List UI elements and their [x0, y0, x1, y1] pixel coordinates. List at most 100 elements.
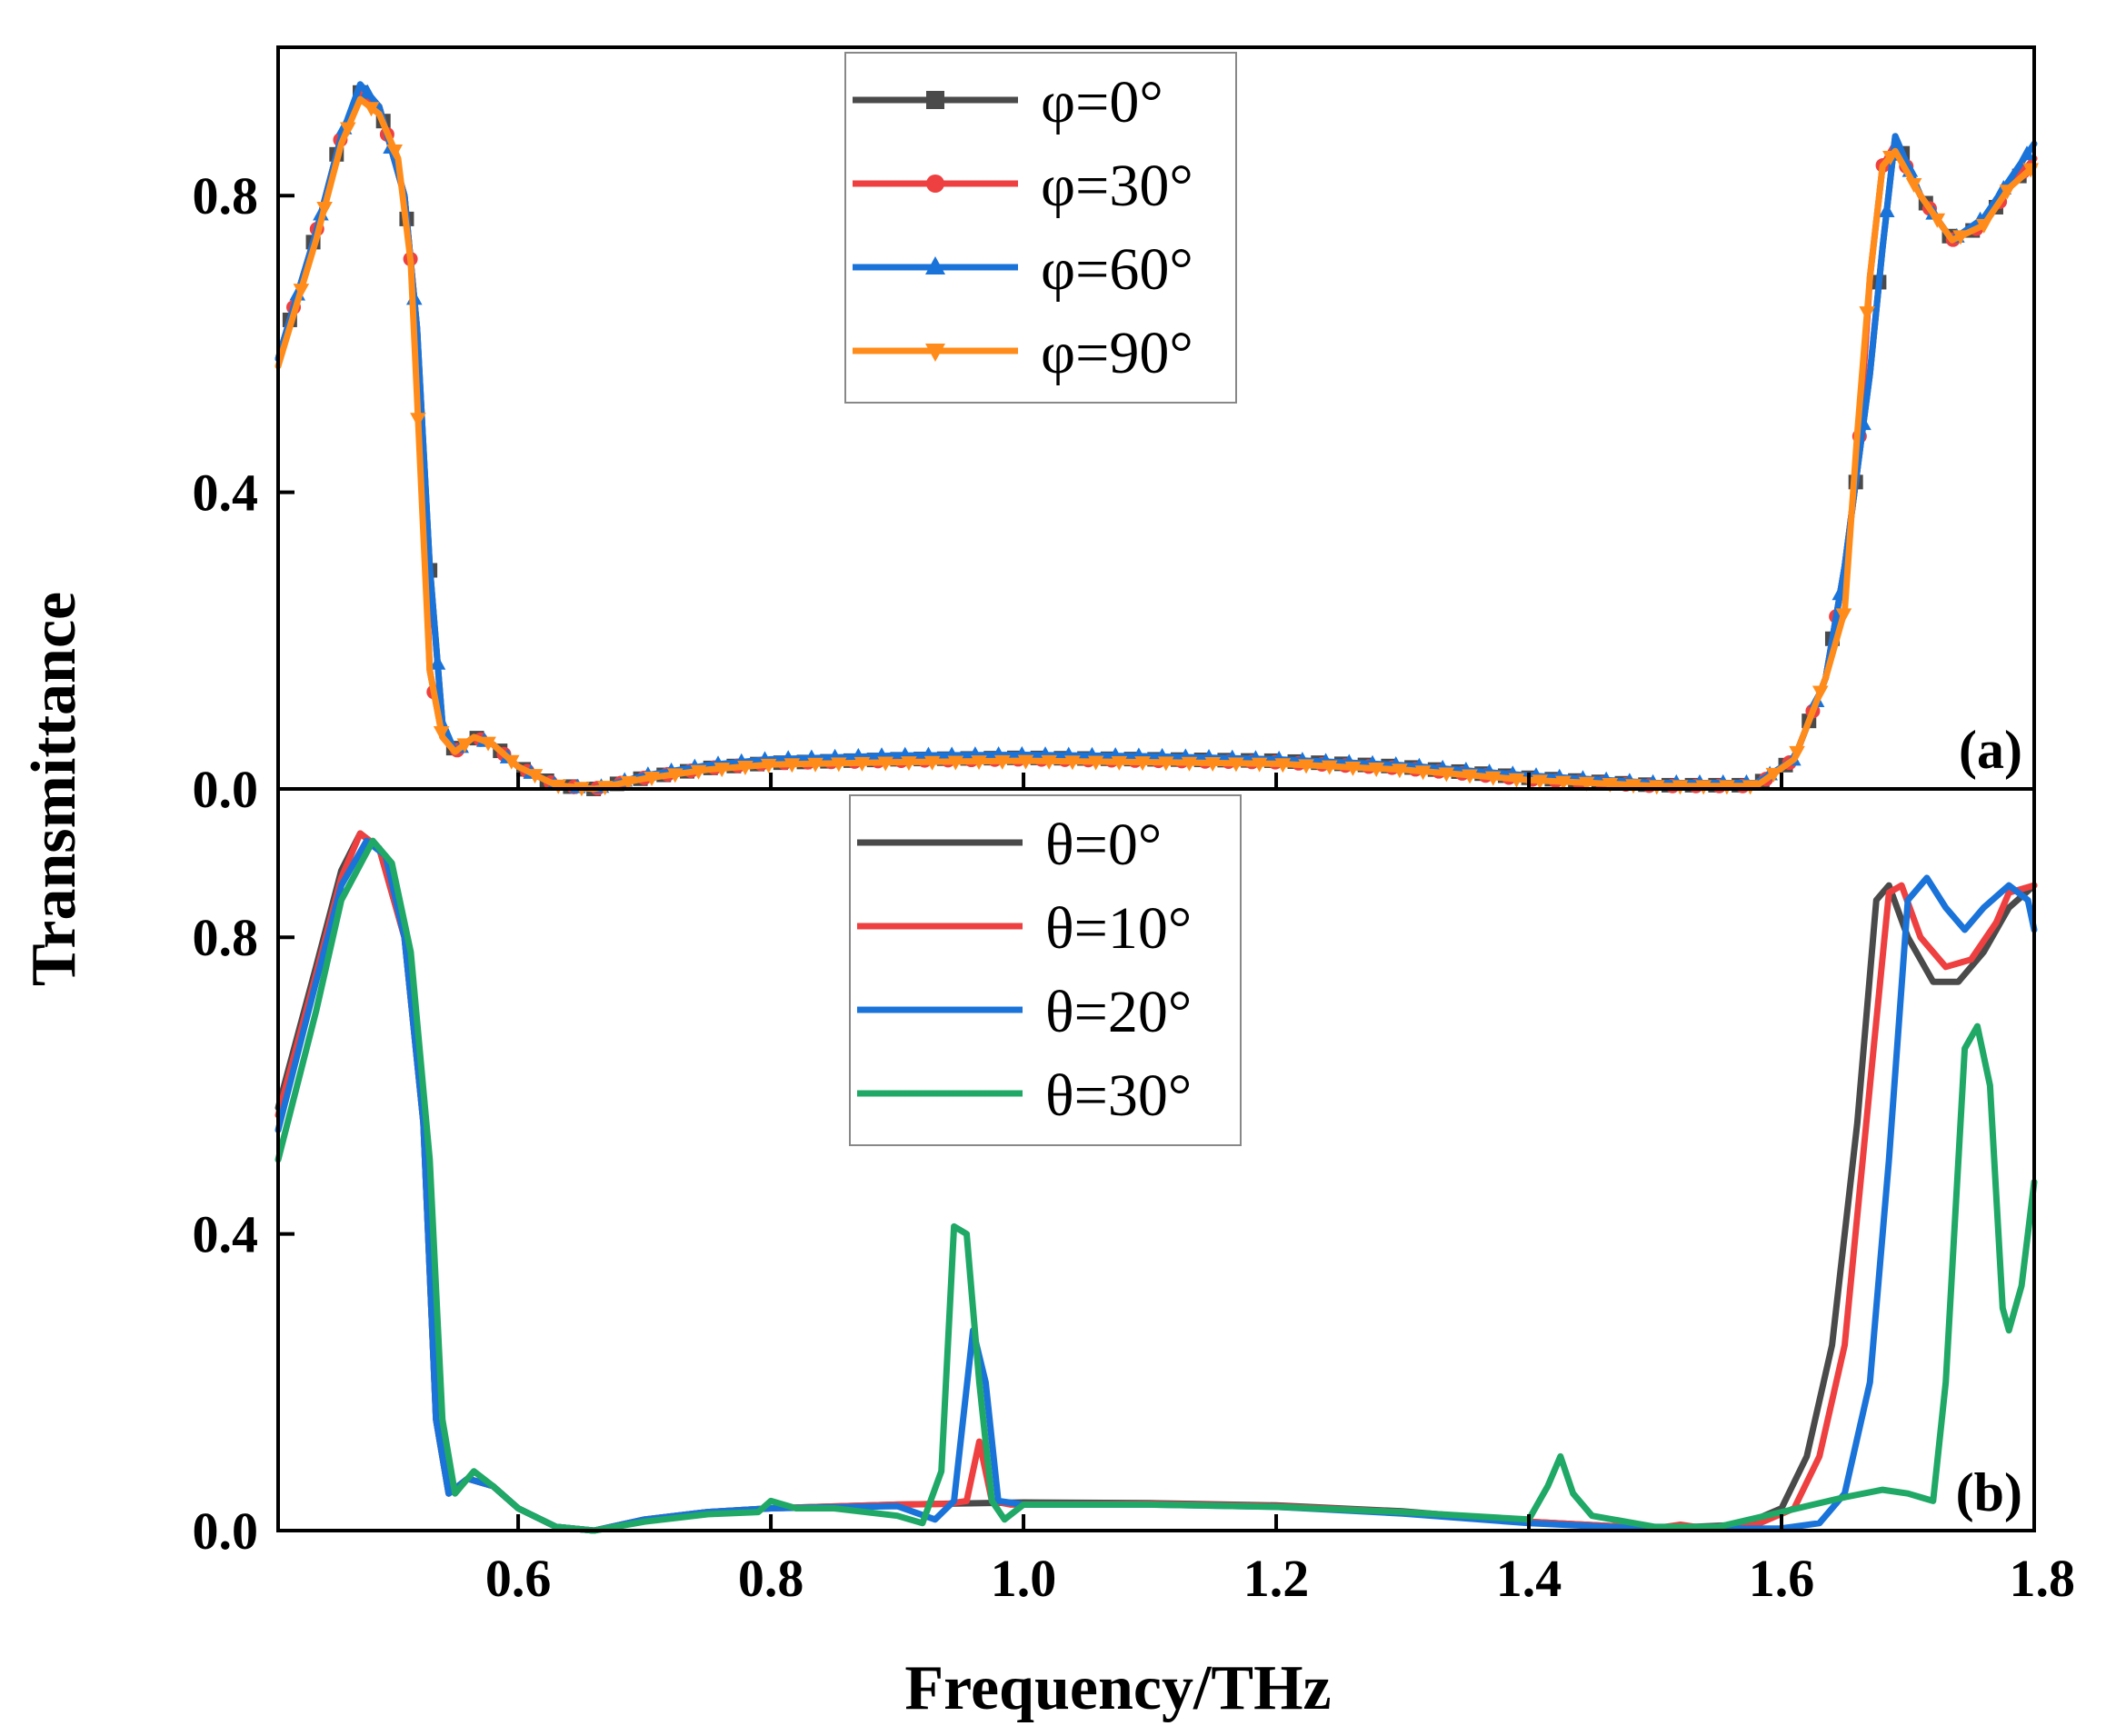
data-point-a-3	[1578, 776, 1595, 792]
data-point-a-2	[2019, 145, 2035, 161]
data-point-a-3	[807, 757, 823, 773]
data-point-a-3	[1064, 755, 1081, 771]
panel-a-ticks: 0.0 0.4 0.8	[193, 166, 2036, 819]
data-point-a-3	[526, 769, 544, 784]
data-point-a-3	[550, 779, 567, 794]
x-tick-label-1: 0.8	[738, 1549, 804, 1608]
data-point-a-3	[316, 201, 333, 216]
data-point-a-3	[1392, 763, 1408, 779]
panel-b-ticks: 0.0 0.4 0.8 0.6 0.8 1.0 1.2 1.4 1.6 1.8	[193, 908, 2076, 1608]
data-point-a-3	[690, 764, 707, 780]
data-point-a-3	[853, 756, 871, 772]
legend-box-a	[844, 52, 1237, 404]
data-point-a-3	[1134, 756, 1151, 772]
data-point-a-3	[901, 756, 917, 772]
panel-b-frame	[276, 787, 2036, 1532]
data-point-a-3	[1765, 767, 1782, 783]
y-tick-label-b-1: 0.4	[193, 1205, 259, 1264]
legend-label-b-1: θ=10°	[1045, 895, 1192, 962]
data-point-a-3	[1344, 761, 1362, 776]
data-point-a-3	[714, 763, 731, 778]
y-axis-title: Transmittance	[19, 592, 89, 986]
data-point-a-3	[1905, 177, 1922, 193]
data-point-a-3	[363, 102, 380, 117]
data-point-a-3	[1625, 779, 1642, 794]
data-point-a-3	[1321, 760, 1338, 775]
data-point-a-3	[1368, 763, 1384, 778]
data-point-a-3	[293, 284, 310, 299]
data-point-a-3	[760, 758, 777, 773]
data-point-a-3	[1882, 150, 1899, 165]
data-point-a-3	[1508, 773, 1525, 788]
data-point-a-3	[620, 775, 637, 791]
data-point-a-3	[1438, 767, 1455, 783]
legend-label-a-3: φ=90°	[1041, 320, 1193, 386]
data-point-a-3	[1484, 771, 1502, 786]
data-point-a-3	[1835, 608, 1852, 624]
data-point-a-3	[971, 755, 987, 771]
data-point-a-3	[1111, 755, 1128, 771]
y-tick-label-a-0: 0.0	[193, 760, 259, 819]
x-tick-label-5: 1.6	[1749, 1549, 1815, 1608]
panel-a: 0.0 0.4 0.8 (a) φ=0° φ=30° φ=60° φ=90°	[193, 45, 2039, 819]
data-point-a-3	[784, 758, 801, 773]
data-point-a-3	[993, 754, 1011, 770]
data-point-a-3	[1555, 775, 1572, 791]
data-point-a-3	[1274, 758, 1292, 773]
y-tick-label-b-0: 0.0	[193, 1502, 259, 1561]
data-point-a-3	[1204, 757, 1221, 773]
x-tick-label-6: 1.8	[2010, 1549, 2076, 1608]
data-point-a-3	[1532, 774, 1548, 790]
data-point-a-3	[923, 755, 941, 771]
panel-b-series	[274, 830, 2038, 1534]
data-point-a-3	[410, 413, 426, 428]
data-point-a-3	[1228, 757, 1244, 773]
data-point-a-3	[1999, 185, 2016, 200]
data-point-a-3	[1251, 757, 1268, 773]
data-point-a-3	[1789, 745, 1805, 761]
data-point-a-3	[339, 122, 356, 137]
legend-marker-a-3	[925, 344, 945, 362]
x-tick-label-3: 1.2	[1243, 1549, 1310, 1608]
legend-box-b	[849, 794, 1242, 1146]
data-point-a-3	[1929, 213, 1946, 228]
data-point-a-3	[503, 754, 520, 770]
series-line-b-30-3	[274, 837, 2038, 1534]
data-point-a-3	[480, 736, 496, 752]
data-point-a-3	[666, 768, 684, 783]
panel-a-legend: φ=0° φ=30° φ=60° φ=90°	[844, 52, 1237, 404]
x-axis-title: Frequency/THz	[904, 1653, 1331, 1723]
x-tick-label-2: 1.0	[991, 1549, 1057, 1608]
panel-b: 0.00.40.80.6 0.8 1.0 1.2 1.4 1.6 1.8 (b) θ=0°θ…	[193, 787, 2076, 1608]
data-point-a-3	[386, 145, 404, 160]
data-point-a-3	[1157, 756, 1174, 772]
data-point-a-3	[1087, 755, 1104, 771]
data-point-a-2	[429, 654, 446, 670]
data-point-a-2	[1878, 202, 1895, 217]
data-point-a-3	[1017, 754, 1034, 770]
data-point-a-3	[1975, 218, 1992, 234]
data-point-a-3	[947, 755, 964, 771]
legend-label-b-3: θ=30°	[1045, 1063, 1192, 1129]
data-point-a-3	[1812, 685, 1829, 701]
data-point-a-3	[830, 757, 847, 773]
x-tick-label-4: 1.4	[1496, 1549, 1562, 1608]
data-point-a-3	[1298, 759, 1314, 774]
series-line-a-60-2	[274, 81, 2038, 793]
data-point-a-3	[737, 760, 754, 775]
data-point-a-3	[1181, 756, 1198, 772]
legend-label-a-1: φ=30°	[1041, 153, 1193, 219]
legend-marker-a-2	[925, 256, 945, 274]
panel-a-label: (a)	[1959, 720, 2022, 780]
data-point-a-3	[644, 772, 660, 787]
data-point-a-3	[1859, 306, 1875, 322]
data-point-a-3	[456, 738, 474, 753]
legend-marker-a-1	[926, 175, 944, 193]
legend-label-b-0: θ=0°	[1045, 812, 1162, 878]
x-tick-label-0: 0.6	[485, 1549, 552, 1608]
legend-label-a-2: φ=60°	[1041, 236, 1193, 303]
legend-label-b-2: θ=20°	[1045, 979, 1192, 1045]
y-tick-label-a-1: 0.4	[193, 464, 259, 523]
data-point-a-3	[877, 756, 894, 772]
